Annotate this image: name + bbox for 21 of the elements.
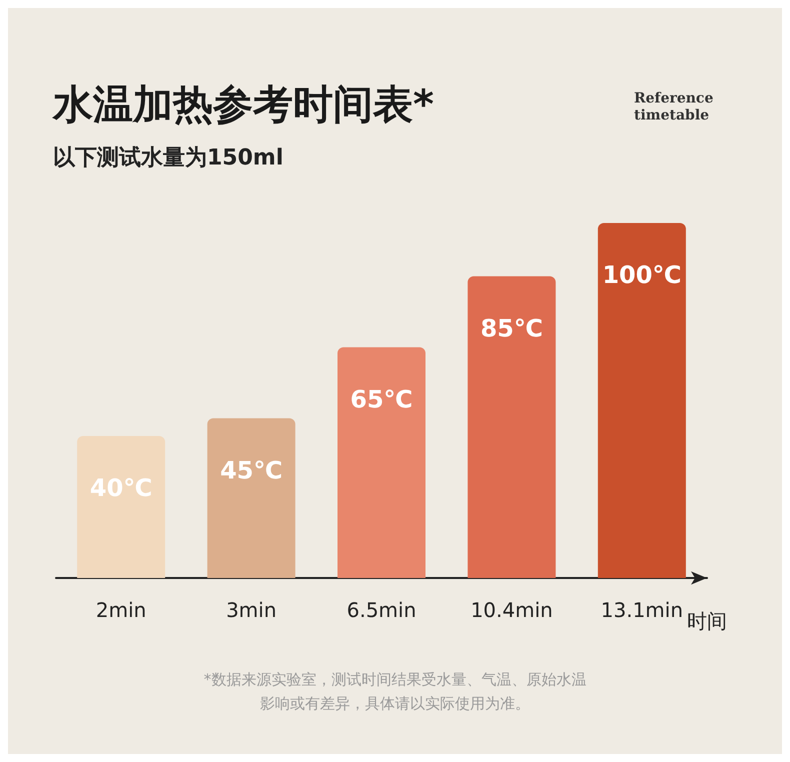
bar	[207, 418, 296, 578]
data-label: 85℃	[480, 314, 543, 342]
x-tick-label: 3min	[226, 598, 277, 622]
x-tick-label: 13.1min	[600, 598, 684, 622]
chart-subtitle: 以下测试水量为150ml	[53, 146, 284, 170]
data-label: 45℃	[220, 456, 283, 484]
bar	[598, 223, 686, 578]
bar	[77, 436, 166, 578]
x-tick-label: 6.5min	[346, 598, 416, 622]
text: 影响或有差异，具体请以实际使用为准。	[260, 694, 530, 712]
chart-title: 水温加热参考时间表*	[51, 82, 434, 128]
data-label: 65℃	[350, 385, 413, 414]
data-label: 40℃	[90, 474, 152, 502]
data-label: 100℃	[602, 261, 682, 289]
text: *数据来源实验室，测试时间结果受水量、气温、原始水温	[204, 670, 586, 688]
x-tick-label: 10.4min	[470, 598, 553, 622]
x-axis-title: 时间	[687, 609, 727, 633]
x-tick-label: 2min	[96, 598, 146, 622]
bar	[338, 347, 426, 578]
text: Reference timetable	[634, 90, 718, 124]
bar	[468, 276, 556, 578]
